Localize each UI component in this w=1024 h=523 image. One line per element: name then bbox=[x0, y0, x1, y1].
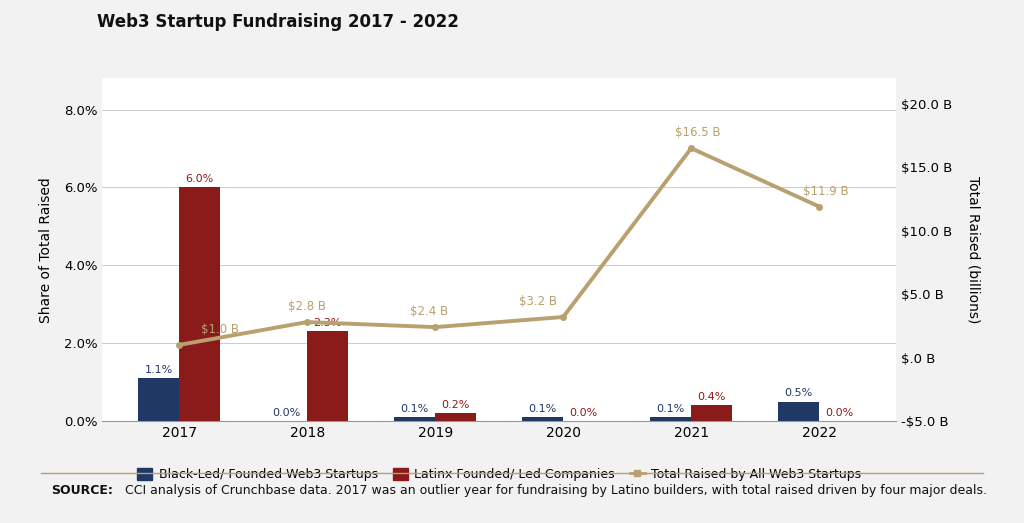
Text: $11.9 B: $11.9 B bbox=[803, 185, 849, 198]
Bar bbox=[307, 332, 348, 421]
Bar bbox=[522, 417, 563, 421]
Text: CCI analysis of Crunchbase data. 2017 was an outlier year for fundraising by Lat: CCI analysis of Crunchbase data. 2017 wa… bbox=[117, 484, 987, 497]
Text: $1.0 B: $1.0 B bbox=[201, 323, 240, 336]
Text: $3.2 B: $3.2 B bbox=[518, 295, 557, 308]
Text: 2.3%: 2.3% bbox=[313, 319, 342, 328]
Bar bbox=[650, 417, 691, 421]
Text: $2.8 B: $2.8 B bbox=[288, 300, 327, 313]
Text: Web3 Startup Fundraising 2017 - 2022: Web3 Startup Fundraising 2017 - 2022 bbox=[97, 13, 459, 31]
Text: $2.4 B: $2.4 B bbox=[410, 305, 447, 318]
Bar bbox=[435, 413, 476, 421]
Text: 0.1%: 0.1% bbox=[400, 404, 429, 414]
Bar bbox=[691, 405, 732, 421]
Text: 0.0%: 0.0% bbox=[569, 408, 598, 418]
Text: 0.0%: 0.0% bbox=[272, 408, 301, 418]
Text: SOURCE:: SOURCE: bbox=[51, 484, 113, 497]
Bar bbox=[138, 378, 179, 421]
Y-axis label: Share of Total Raised: Share of Total Raised bbox=[39, 177, 53, 323]
Text: 0.1%: 0.1% bbox=[528, 404, 557, 414]
Text: 0.1%: 0.1% bbox=[656, 404, 685, 414]
Text: 6.0%: 6.0% bbox=[185, 174, 214, 184]
Text: 0.4%: 0.4% bbox=[697, 392, 726, 402]
Text: 0.2%: 0.2% bbox=[441, 400, 470, 410]
Bar bbox=[778, 402, 819, 421]
Bar bbox=[179, 187, 220, 421]
Text: $16.5 B: $16.5 B bbox=[675, 127, 720, 139]
Legend: Black-Led/ Founded Web3 Startups, Latinx Founded/ Led Companies, Total Raised by: Black-Led/ Founded Web3 Startups, Latinx… bbox=[132, 463, 866, 486]
Text: 0.0%: 0.0% bbox=[825, 408, 854, 418]
Bar bbox=[394, 417, 435, 421]
Text: 0.5%: 0.5% bbox=[784, 389, 813, 399]
Text: 1.1%: 1.1% bbox=[144, 365, 173, 375]
Y-axis label: Total Raised (billions): Total Raised (billions) bbox=[966, 176, 980, 323]
